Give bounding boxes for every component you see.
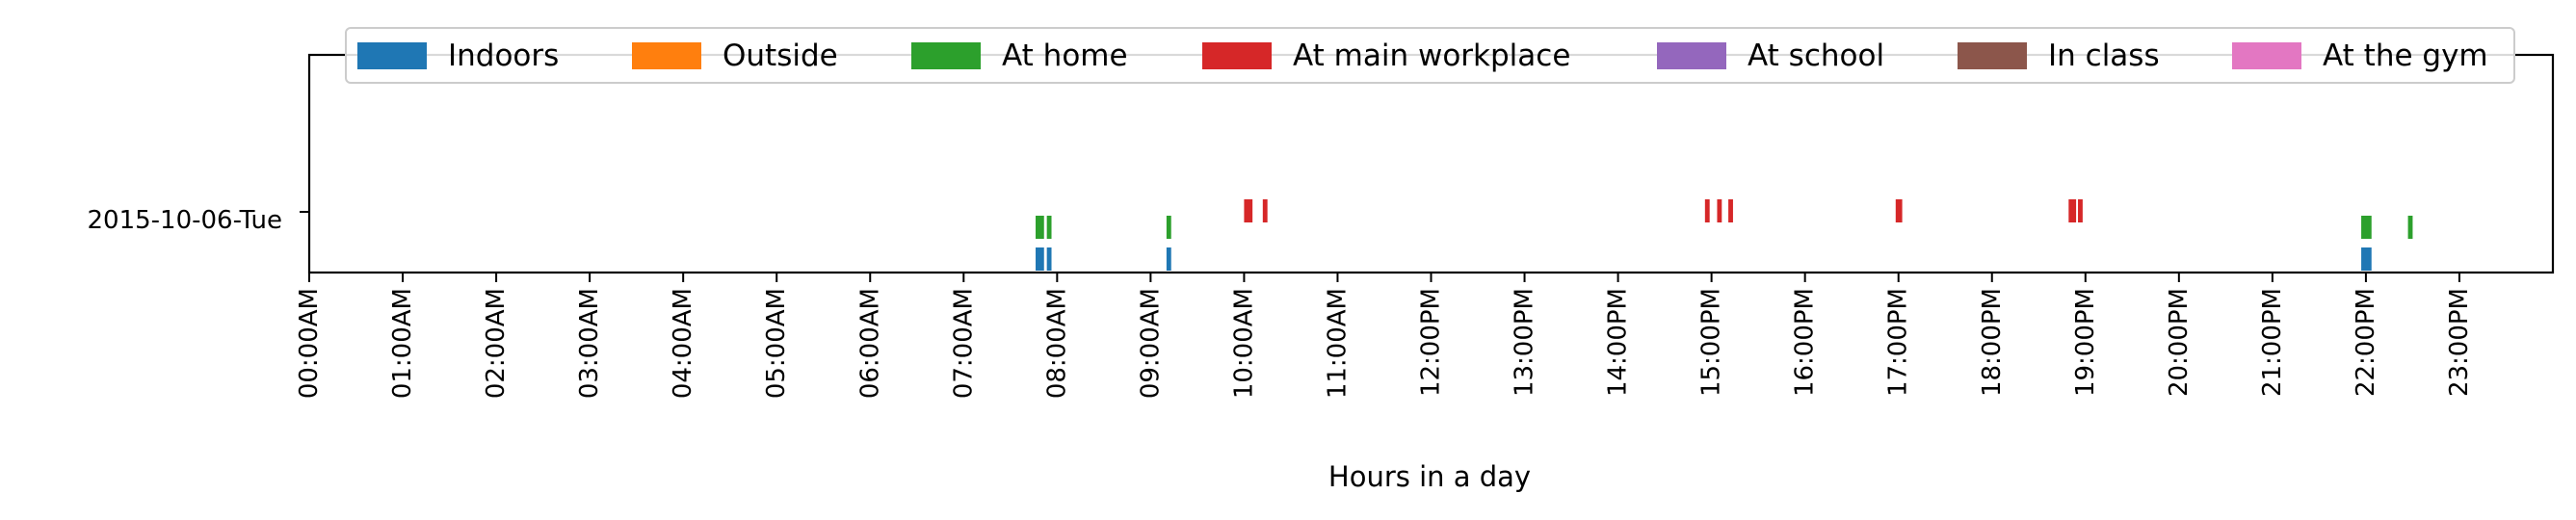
x-tick-label: 06:00AM: [855, 288, 884, 399]
legend-label: Outside: [723, 39, 838, 73]
event-mark-indoors: [1166, 247, 1171, 271]
x-tick-label: 12:00PM: [1417, 288, 1446, 397]
x-tick-label: 23:00PM: [2445, 288, 2474, 397]
event-mark-at-main-workplace: [1704, 199, 1710, 222]
x-axis-label: Hours in a day: [1328, 460, 1531, 493]
legend-label: At main workplace: [1293, 39, 1570, 73]
x-tick-label: 20:00PM: [2165, 288, 2194, 397]
event-mark-indoors: [1036, 247, 1044, 271]
legend-label: Indoors: [448, 39, 559, 73]
legend-swatch: [357, 42, 427, 69]
x-tick-label: 19:00PM: [2071, 288, 2100, 397]
event-mark-at-main-workplace: [1728, 199, 1733, 222]
legend-swatch: [632, 42, 701, 69]
event-mark-at-home: [1036, 216, 1044, 239]
legend-swatch: [1657, 42, 1726, 69]
plot-layer: [300, 53, 2555, 274]
x-tick-label: 05:00AM: [762, 288, 791, 399]
event-mark-at-home: [2361, 216, 2372, 239]
x-tick-label: 17:00PM: [1884, 288, 1913, 397]
x-tick-label: 01:00AM: [388, 288, 417, 399]
legend-swatch: [1202, 42, 1272, 69]
event-mark-at-main-workplace: [1717, 199, 1722, 222]
legend-swatch: [2232, 42, 2301, 69]
plot-frame: [307, 53, 2555, 274]
x-tick-label: 08:00AM: [1042, 288, 1071, 399]
y-tick-label: 2015-10-06-Tue: [87, 206, 282, 235]
legend-label: At school: [1748, 39, 1884, 73]
x-tick-label: 02:00AM: [482, 288, 511, 399]
x-tick-label: 15:00PM: [1697, 288, 1726, 397]
legend-label: At home: [1002, 39, 1128, 73]
x-tick-label: 16:00PM: [1791, 288, 1820, 397]
x-tick-label: 11:00AM: [1323, 288, 1352, 399]
event-mark-at-home: [1166, 216, 1171, 239]
legend-label: In class: [2048, 39, 2160, 73]
x-axis: 00:00AM 01:00AM 02:00AM 03:00AM 04:00AM 05:00…: [295, 273, 2474, 399]
x-tick-label: 22:00PM: [2352, 288, 2380, 397]
x-tick-label: 18:00PM: [1978, 288, 2007, 397]
x-tick-label: 07:00AM: [949, 288, 978, 399]
x-tick-label: 03:00AM: [575, 288, 604, 399]
event-mark-at-main-workplace: [2068, 199, 2077, 222]
x-tick-label: 04:00AM: [669, 288, 697, 399]
event-mark-at-main-workplace: [1262, 199, 1268, 222]
legend-swatch: [1958, 42, 2027, 69]
legend: Indoors Outside At home At main workplace At…: [345, 27, 2515, 84]
event-mark-at-home: [1046, 216, 1052, 239]
x-tick-label: 09:00AM: [1136, 288, 1165, 399]
x-tick-label: 10:00AM: [1229, 288, 1258, 399]
event-mark-indoors: [1046, 247, 1052, 271]
x-tick-label: 21:00PM: [2258, 288, 2287, 397]
event-mark-at-home: [2407, 216, 2413, 239]
event-mark-at-main-workplace: [2078, 199, 2083, 222]
legend-swatch: [911, 42, 981, 69]
x-tick-label: 13:00PM: [1511, 288, 1539, 397]
legend-label: At the gym: [2323, 39, 2488, 73]
event-mark-indoors: [2361, 247, 2372, 271]
event-mark-at-main-workplace: [1244, 199, 1253, 222]
event-mark-at-main-workplace: [1895, 199, 1903, 222]
x-tick-label: 14:00PM: [1604, 288, 1633, 397]
x-tick-label: 00:00AM: [295, 288, 324, 399]
